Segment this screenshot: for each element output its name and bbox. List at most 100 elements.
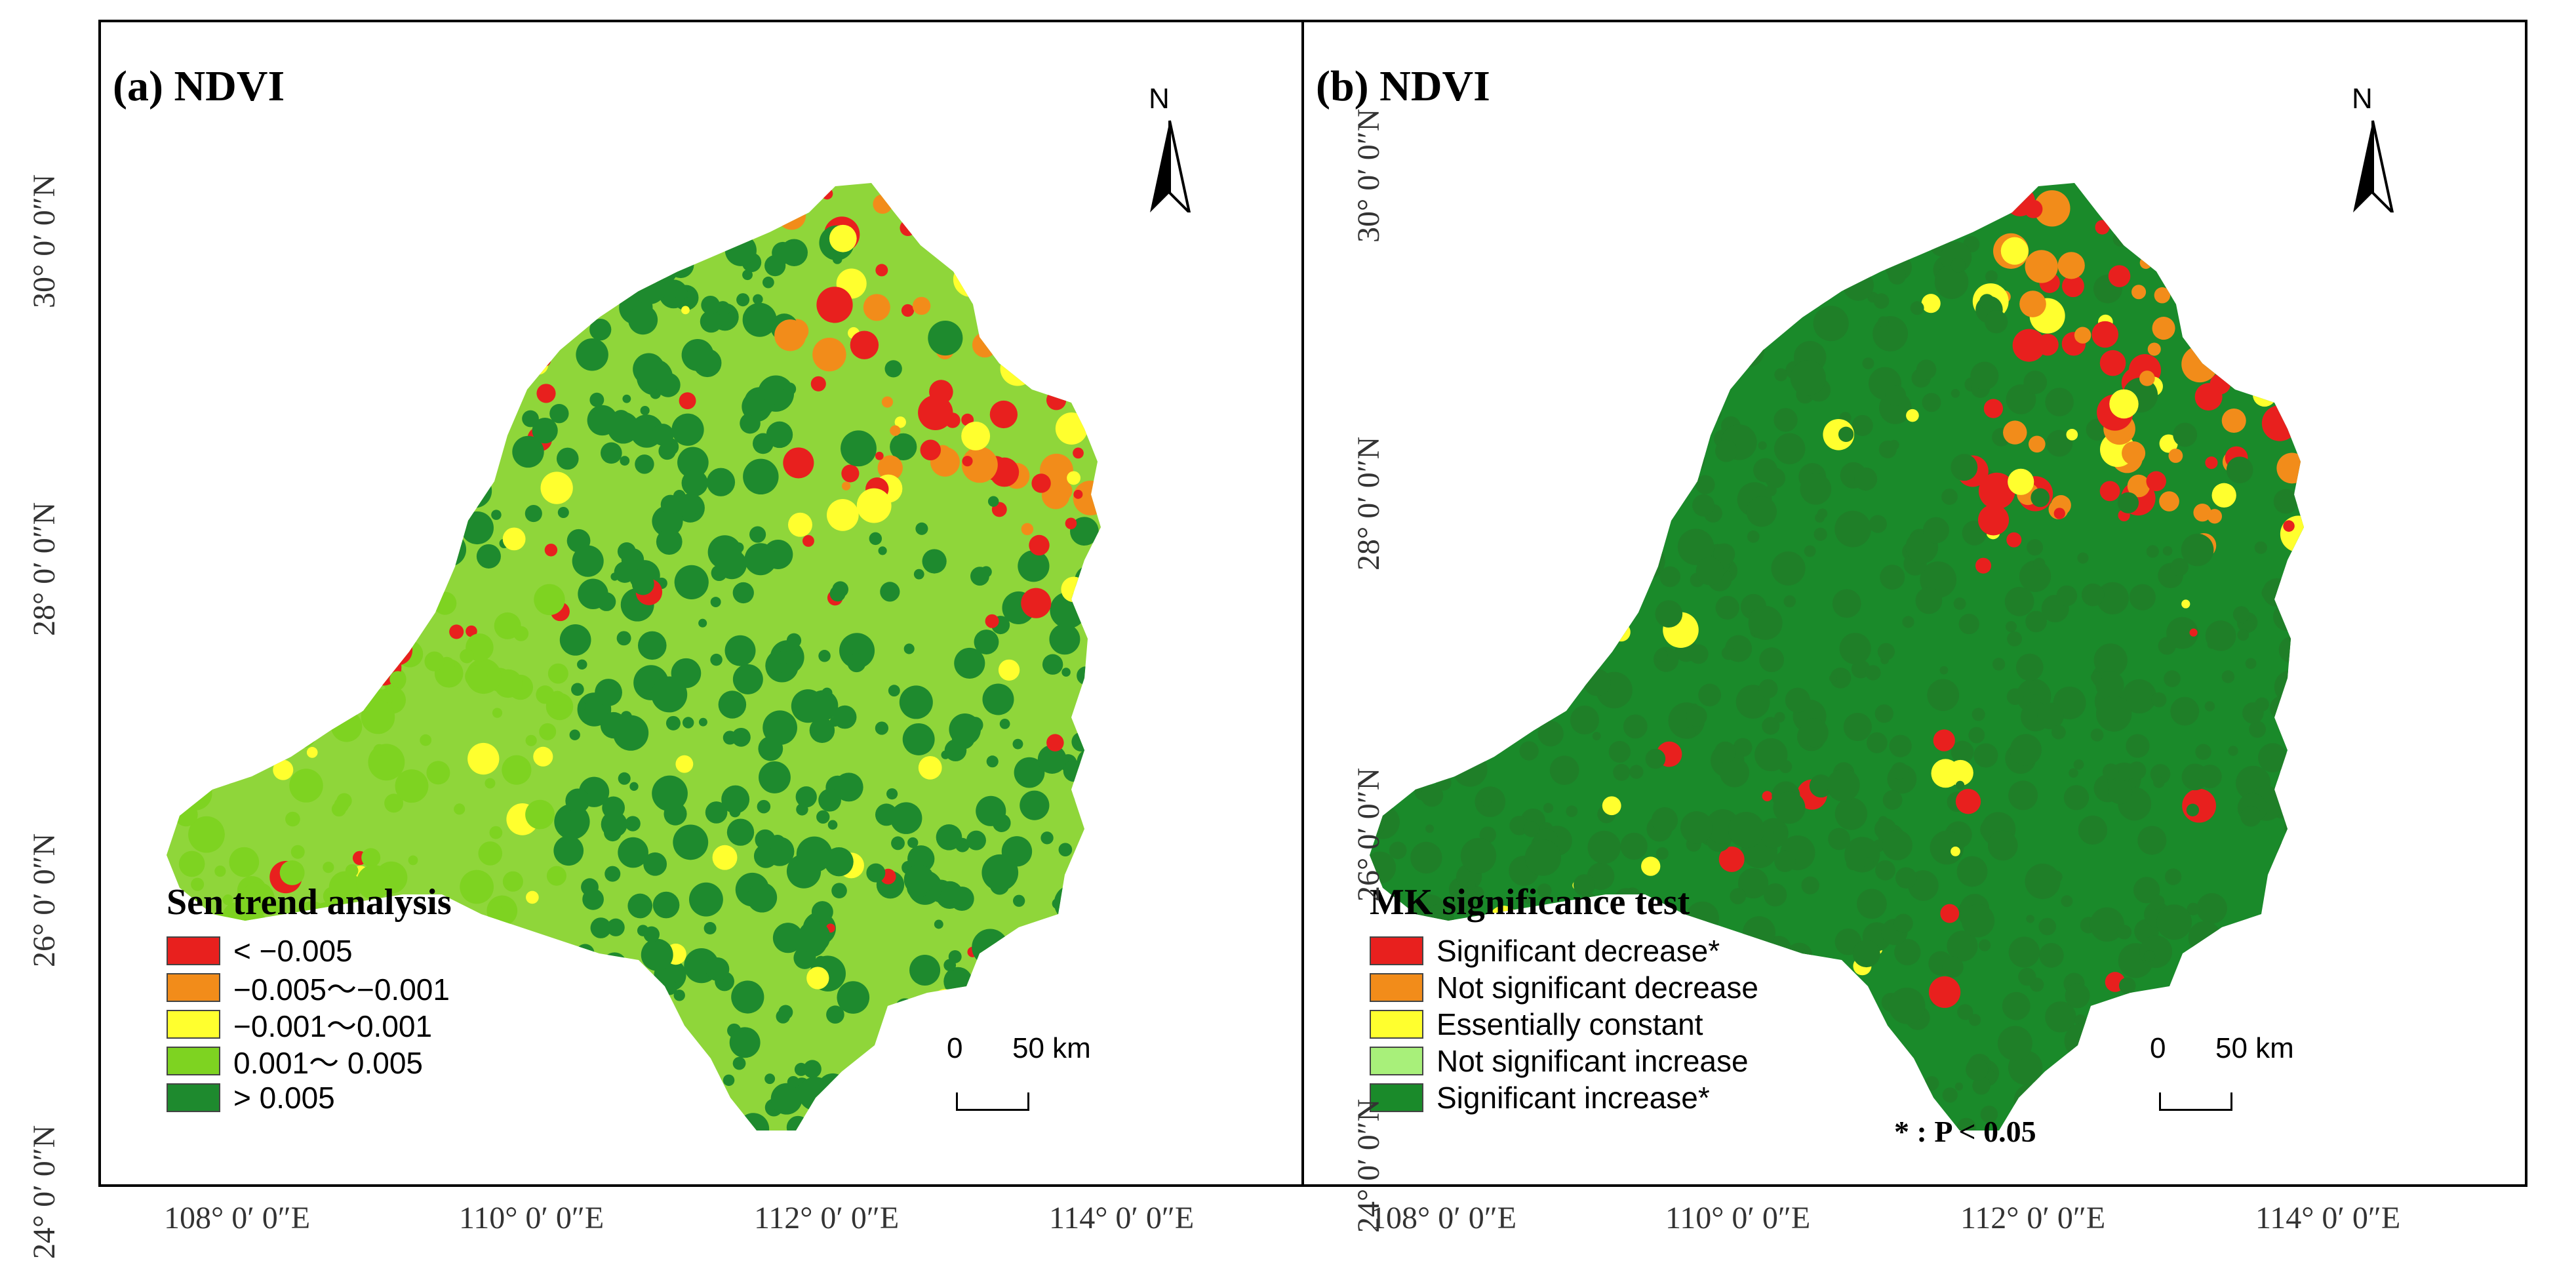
- map-patch: [1747, 530, 1760, 543]
- map-patch: [439, 1132, 447, 1140]
- map-patch: [220, 768, 237, 784]
- map-patch: [1370, 254, 1385, 275]
- map-patch: [399, 252, 418, 271]
- map-patch: [1924, 1076, 1939, 1091]
- map-patch: [2293, 233, 2301, 241]
- map-patch: [953, 262, 989, 297]
- map-patch: [774, 319, 806, 351]
- map-patch: [1391, 337, 1410, 357]
- map-patch: [321, 327, 352, 359]
- map-patch: [1862, 357, 1874, 370]
- map-patch: [1023, 214, 1049, 241]
- map-patch: [231, 277, 245, 291]
- map-patch: [1555, 1115, 1591, 1131]
- map-patch: [604, 824, 622, 842]
- map-patch: [420, 734, 432, 746]
- map-patch: [1686, 706, 1707, 727]
- map-patch: [2154, 287, 2171, 304]
- map-patch: [526, 891, 539, 904]
- map-patch: [1467, 880, 1476, 890]
- map-patch: [606, 918, 625, 936]
- map-patch: [1580, 648, 1600, 668]
- map-patch: [513, 626, 529, 641]
- map-patch: [1873, 316, 1909, 351]
- map-patch: [233, 281, 264, 312]
- map-patch: [589, 262, 610, 282]
- map-patch: [2277, 839, 2304, 866]
- map-patch: [1584, 302, 1595, 312]
- map-patch: [1970, 361, 1999, 390]
- map-patch: [1791, 1033, 1819, 1060]
- map-patch: [641, 938, 673, 971]
- map-patch: [2281, 231, 2304, 260]
- map-patch: [2204, 701, 2215, 711]
- map-patch: [633, 1089, 645, 1102]
- legend-item: Not significant decrease: [1370, 969, 1758, 1006]
- map-patch: [237, 311, 250, 324]
- map-patch: [1834, 985, 1863, 1014]
- map-patch: [387, 374, 405, 391]
- map-patch: [530, 1077, 557, 1104]
- map-patch: [2284, 800, 2304, 821]
- map-patch: [178, 244, 189, 255]
- map-patch: [525, 799, 555, 830]
- map-patch: [776, 1009, 791, 1024]
- map-patch: [1438, 664, 1468, 694]
- map-patch: [1077, 790, 1101, 816]
- map-patch: [1008, 224, 1041, 257]
- map-patch: [1765, 485, 1777, 496]
- map-patch: [1417, 460, 1446, 488]
- map-patch: [549, 404, 569, 424]
- map-patch: [1014, 757, 1045, 788]
- map-patch: [1641, 856, 1661, 876]
- map-patch: [1759, 647, 1785, 673]
- map-patch: [1000, 351, 1035, 386]
- map-patch: [2274, 286, 2301, 312]
- map-patch: [1831, 1118, 1866, 1131]
- map-patch: [2282, 992, 2298, 1009]
- map-patch: [837, 981, 870, 1014]
- map-patch: [528, 355, 549, 375]
- map-patch: [1489, 539, 1503, 553]
- map-patch: [214, 365, 227, 378]
- map-patch: [1075, 877, 1101, 911]
- map-patch: [732, 727, 751, 747]
- map-patch: [848, 639, 863, 654]
- map-patch: [723, 1074, 735, 1087]
- map-patch: [1565, 1115, 1593, 1131]
- map-patch: [178, 776, 212, 811]
- map-patch: [1838, 426, 1854, 443]
- map-patch: [485, 189, 501, 205]
- map-patch: [302, 331, 336, 365]
- map-patch: [873, 194, 893, 214]
- map-patch: [1391, 525, 1406, 540]
- map-patch: [2282, 986, 2304, 1015]
- map-patch: [1575, 338, 1605, 367]
- map-patch: [901, 304, 915, 317]
- map-patch: [1592, 732, 1601, 740]
- legend-swatch: [1370, 1047, 1423, 1075]
- map-patch: [1454, 336, 1486, 369]
- map-patch: [1690, 271, 1706, 287]
- map-patch: [390, 369, 408, 387]
- map-patch: [729, 1027, 761, 1058]
- map-patch: [2270, 295, 2295, 320]
- map-patch: [610, 686, 622, 698]
- map-patch: [2104, 185, 2130, 210]
- map-patch: [1889, 734, 1912, 757]
- map-patch: [2206, 319, 2238, 350]
- map-patch: [753, 294, 763, 305]
- map-patch: [935, 1117, 945, 1127]
- map-patch: [2261, 405, 2298, 441]
- map-patch: [268, 467, 289, 487]
- map-patch: [1703, 217, 1726, 240]
- map-patch: [193, 243, 213, 263]
- map-patch: [1392, 535, 1411, 555]
- map-patch: [176, 625, 208, 657]
- map-patch: [2057, 252, 2085, 279]
- map-patch: [1861, 224, 1892, 254]
- map-patch: [466, 625, 477, 637]
- map-patch: [399, 497, 416, 514]
- map-patch: [961, 421, 991, 450]
- map-patch: [404, 431, 420, 447]
